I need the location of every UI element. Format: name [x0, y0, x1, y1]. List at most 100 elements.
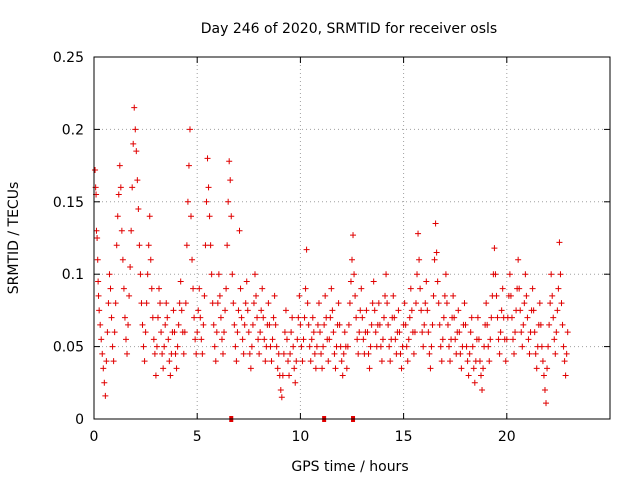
- data-point: [122, 336, 129, 343]
- data-point: [132, 126, 139, 133]
- data-point: [116, 162, 123, 169]
- data-point: [104, 329, 111, 336]
- data-point: [392, 336, 399, 343]
- data-point: [241, 321, 248, 328]
- data-point: [452, 336, 459, 343]
- data-point: [440, 314, 447, 321]
- data-point: [243, 278, 250, 285]
- data-point: [145, 242, 152, 249]
- data-point: [428, 343, 435, 350]
- data-point: [357, 307, 364, 314]
- data-point: [456, 329, 463, 336]
- data-point: [248, 343, 255, 350]
- data-point: [309, 314, 316, 321]
- data-point: [300, 336, 307, 343]
- data-point: [172, 350, 179, 357]
- data-point: [433, 249, 440, 256]
- data-point: [280, 350, 287, 357]
- data-point: [447, 358, 454, 365]
- data-point: [499, 285, 506, 292]
- data-point: [307, 358, 314, 365]
- data-point: [177, 278, 184, 285]
- data-point: [404, 358, 411, 365]
- data-point: [287, 350, 294, 357]
- data-point: [476, 358, 483, 365]
- data-point: [273, 343, 280, 350]
- data-point: [302, 285, 309, 292]
- data-point: [100, 365, 107, 372]
- data-point: [160, 365, 167, 372]
- data-point: [245, 329, 252, 336]
- data-point: [331, 350, 338, 357]
- data-point: [363, 307, 370, 314]
- data-point: [467, 329, 474, 336]
- data-point: [387, 358, 394, 365]
- data-point: [469, 343, 476, 350]
- data-point: [189, 256, 196, 263]
- data-point: [503, 336, 510, 343]
- y-tick-labels: 0 0.05 0.1 0.15 0.2 0.25: [53, 50, 84, 428]
- data-point: [551, 336, 558, 343]
- data-point: [272, 321, 279, 328]
- data-point: [261, 336, 268, 343]
- data-point: [444, 321, 451, 328]
- data-point: [143, 300, 150, 307]
- data-point: [487, 336, 494, 343]
- data-point: [330, 329, 337, 336]
- data-point: [193, 350, 200, 357]
- data-point: [224, 242, 231, 249]
- data-point: [345, 321, 352, 328]
- data-point: [184, 198, 191, 205]
- data-point: [464, 358, 471, 365]
- data-point: [422, 300, 429, 307]
- data-point: [225, 198, 232, 205]
- data-point: [230, 300, 237, 307]
- chart-title: Day 246 of 2020, SRMTID for receiver osl…: [201, 21, 497, 37]
- data-point: [313, 343, 320, 350]
- data-point: [443, 300, 450, 307]
- data-point: [554, 307, 561, 314]
- data-point: [277, 387, 284, 394]
- data-point: [124, 350, 131, 357]
- data-point: [414, 271, 421, 278]
- data-point: [372, 329, 379, 336]
- data-point: [97, 321, 104, 328]
- data-point: [301, 314, 308, 321]
- data-point: [458, 365, 465, 372]
- x-axis-title: GPS time / hours: [291, 459, 408, 475]
- data-point: [167, 372, 174, 379]
- data-point: [198, 336, 205, 343]
- data-point: [249, 321, 256, 328]
- data-point: [108, 314, 115, 321]
- data-point: [320, 343, 327, 350]
- data-point: [109, 343, 116, 350]
- data-point: [136, 242, 143, 249]
- data-point: [265, 300, 272, 307]
- data-point: [521, 300, 528, 307]
- data-point: [351, 271, 358, 278]
- data-point: [260, 314, 267, 321]
- data-point: [244, 307, 251, 314]
- data-point: [239, 336, 246, 343]
- data-point: [391, 314, 398, 321]
- data-point: [480, 365, 487, 372]
- data-point: [235, 307, 242, 314]
- data-point: [525, 336, 532, 343]
- data-point: [455, 307, 462, 314]
- data-point: [359, 314, 366, 321]
- data-point: [234, 329, 241, 336]
- data-point: [336, 321, 343, 328]
- data-point: [553, 329, 560, 336]
- data-point: [304, 300, 311, 307]
- data-point: [538, 343, 545, 350]
- data-point: [312, 365, 319, 372]
- data-point: [539, 358, 546, 365]
- data-point: [152, 372, 159, 379]
- data-point: [128, 227, 135, 234]
- data-point: [220, 350, 226, 357]
- data-point: [522, 271, 529, 278]
- data-point: [106, 271, 113, 278]
- data-point: [237, 285, 244, 292]
- data-point: [102, 392, 109, 399]
- data-point: [488, 314, 495, 321]
